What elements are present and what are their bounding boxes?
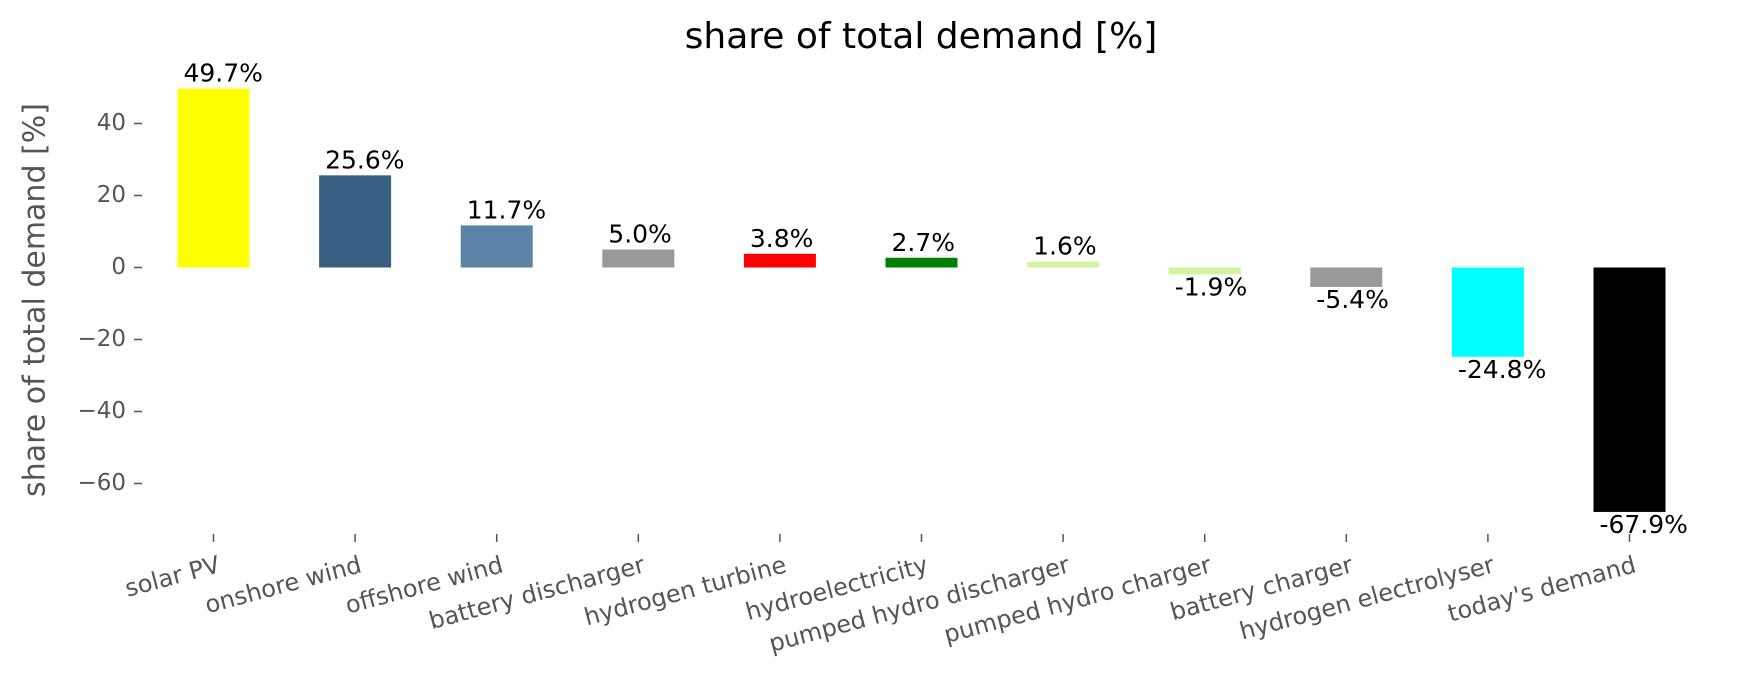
value-label: -67.9% xyxy=(1600,510,1688,539)
y-axis-label: share of total demand [%] xyxy=(18,103,53,497)
value-label: 25.6% xyxy=(325,145,404,174)
value-label: 3.8% xyxy=(750,224,814,253)
bar xyxy=(743,253,816,268)
bar xyxy=(1593,267,1666,512)
bar xyxy=(319,175,392,268)
bar xyxy=(1451,267,1524,357)
value-label: 1.6% xyxy=(1033,232,1097,261)
y-tick-label: 0 xyxy=(111,254,126,280)
bar xyxy=(602,249,675,268)
value-label: -1.9% xyxy=(1175,272,1248,301)
y-tick-label: −20 xyxy=(77,326,126,352)
bar xyxy=(177,88,250,268)
chart-title: share of total demand [%] xyxy=(685,16,1158,57)
y-tick-label: 20 xyxy=(97,182,126,208)
x-tick-label: onshore wind xyxy=(202,551,365,620)
value-label: 2.7% xyxy=(892,228,956,257)
y-tick-label: 40 xyxy=(97,110,126,136)
bar xyxy=(1310,267,1383,287)
bar xyxy=(1168,267,1241,275)
value-label: 49.7% xyxy=(184,59,263,88)
bar xyxy=(885,257,958,268)
y-tick-label: −60 xyxy=(77,470,126,496)
value-label: -24.8% xyxy=(1458,355,1546,384)
value-label: 5.0% xyxy=(608,220,672,249)
value-label: -5.4% xyxy=(1316,285,1389,314)
bar xyxy=(460,225,533,268)
bar xyxy=(1027,261,1100,268)
y-tick-label: −40 xyxy=(77,398,126,424)
value-label: 11.7% xyxy=(467,195,546,224)
